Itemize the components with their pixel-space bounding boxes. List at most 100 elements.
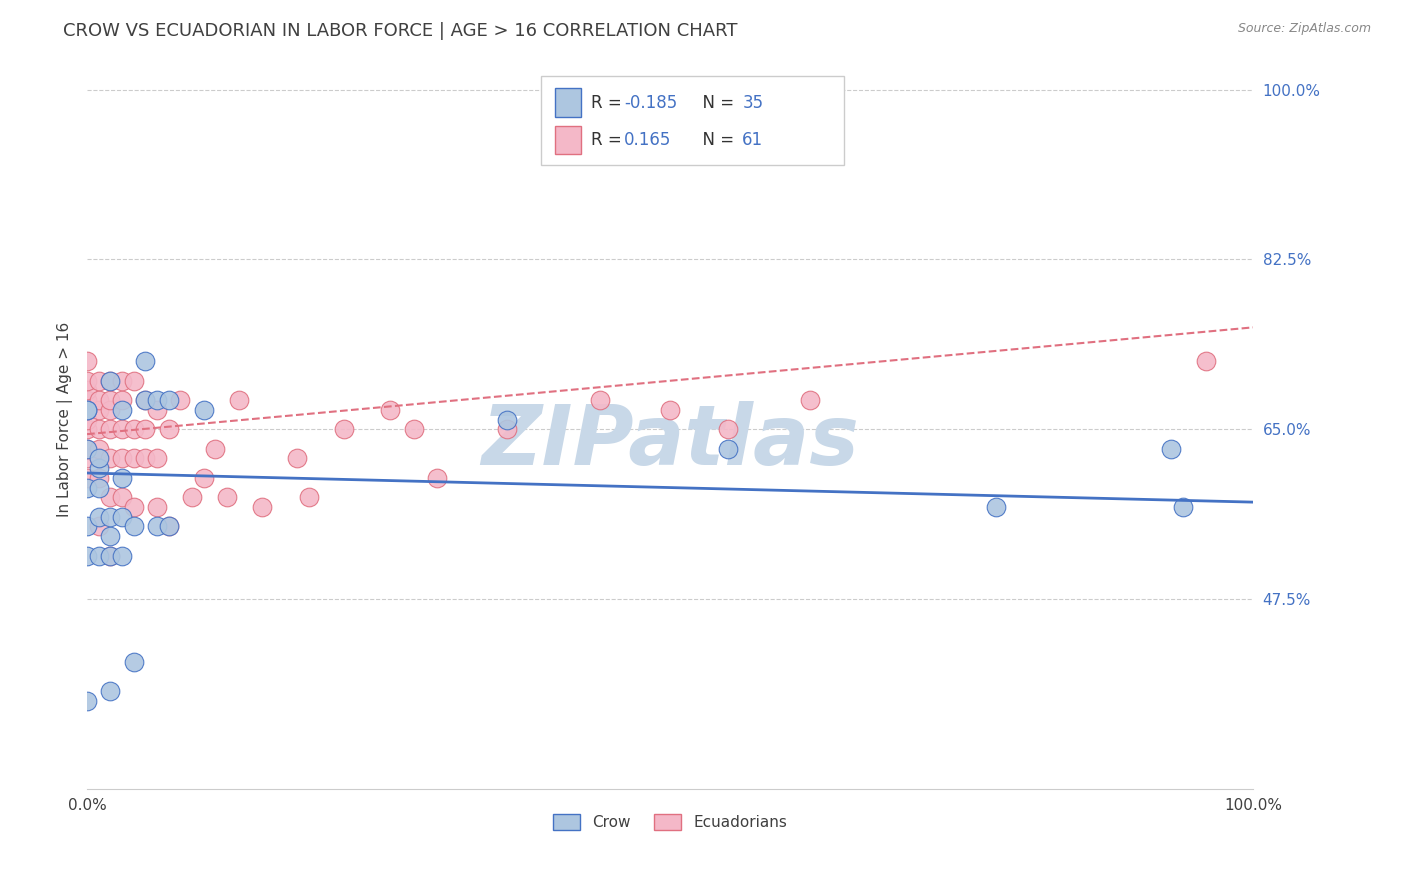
Point (76, 451, 98, 466)
Point (76, 384, 98, 398)
Point (134, 451, 156, 466)
Point (87, 403, 110, 417)
Point (76, 519, 98, 533)
Point (285, 451, 308, 466)
Point (87, 461, 110, 475)
Point (100, 509, 122, 524)
Text: N =: N = (692, 94, 740, 112)
Text: -0.185: -0.185 (624, 94, 678, 112)
Point (100, 490, 122, 504)
Point (122, 519, 145, 533)
Point (76, 442, 98, 456)
Point (380, 403, 402, 417)
Point (100, 393, 122, 408)
Point (111, 422, 134, 436)
Point (76, 471, 98, 485)
Point (986, 500, 1008, 514)
Point (717, 422, 740, 436)
Point (146, 519, 169, 533)
Point (122, 500, 145, 514)
Point (100, 529, 122, 543)
Point (1171, 500, 1194, 514)
Point (76, 374, 98, 388)
Text: N =: N = (692, 131, 740, 149)
Point (100, 422, 122, 436)
Point (76, 549, 98, 563)
Point (146, 500, 169, 514)
Point (426, 471, 449, 485)
Point (76, 481, 98, 495)
Text: 61: 61 (742, 131, 763, 149)
Point (76, 354, 98, 368)
Point (250, 500, 273, 514)
Point (100, 451, 122, 466)
Point (402, 422, 425, 436)
Legend: Crow, Ecuadorians: Crow, Ecuadorians (547, 808, 793, 836)
Point (87, 549, 110, 563)
Point (146, 393, 169, 408)
Point (87, 481, 110, 495)
Point (495, 412, 517, 426)
Point (87, 393, 110, 408)
Y-axis label: In Labor Force | Age > 16: In Labor Force | Age > 16 (58, 322, 73, 517)
Point (215, 490, 238, 504)
Point (111, 374, 134, 388)
Point (1160, 442, 1182, 456)
Point (87, 442, 110, 456)
Point (193, 471, 215, 485)
Text: 35: 35 (742, 94, 763, 112)
Point (134, 393, 156, 408)
Point (122, 656, 145, 670)
Text: R =: R = (591, 94, 627, 112)
Point (76, 412, 98, 426)
Point (157, 519, 180, 533)
Point (87, 471, 110, 485)
Point (100, 403, 122, 417)
Point (76, 694, 98, 708)
Point (228, 393, 250, 408)
Point (111, 471, 134, 485)
Point (193, 403, 215, 417)
Point (87, 451, 110, 466)
Point (100, 549, 122, 563)
Point (495, 422, 517, 436)
Point (146, 451, 169, 466)
Point (76, 442, 98, 456)
Text: 0.165: 0.165 (624, 131, 672, 149)
Point (589, 393, 612, 408)
Point (76, 422, 98, 436)
Point (76, 403, 98, 417)
Text: ZIPatlas: ZIPatlas (481, 401, 859, 483)
Point (1195, 354, 1218, 368)
Point (100, 374, 122, 388)
Text: Source: ZipAtlas.com: Source: ZipAtlas.com (1237, 22, 1371, 36)
Point (111, 490, 134, 504)
Point (87, 509, 110, 524)
Point (157, 422, 180, 436)
Point (122, 422, 145, 436)
Point (659, 403, 682, 417)
Point (799, 393, 821, 408)
Point (111, 393, 134, 408)
Point (76, 403, 98, 417)
Point (111, 403, 134, 417)
Point (87, 422, 110, 436)
Point (169, 393, 191, 408)
Point (87, 519, 110, 533)
Point (146, 403, 169, 417)
Point (111, 549, 134, 563)
Point (111, 451, 134, 466)
Point (100, 374, 122, 388)
Point (87, 451, 110, 466)
Point (76, 393, 98, 408)
Text: R =: R = (591, 131, 627, 149)
Point (157, 519, 180, 533)
Text: CROW VS ECUADORIAN IN LABOR FORCE | AGE > 16 CORRELATION CHART: CROW VS ECUADORIAN IN LABOR FORCE | AGE … (63, 22, 738, 40)
Point (87, 374, 110, 388)
Point (332, 422, 354, 436)
Point (204, 442, 226, 456)
Point (297, 490, 319, 504)
Point (134, 393, 156, 408)
Point (122, 451, 145, 466)
Point (100, 684, 122, 698)
